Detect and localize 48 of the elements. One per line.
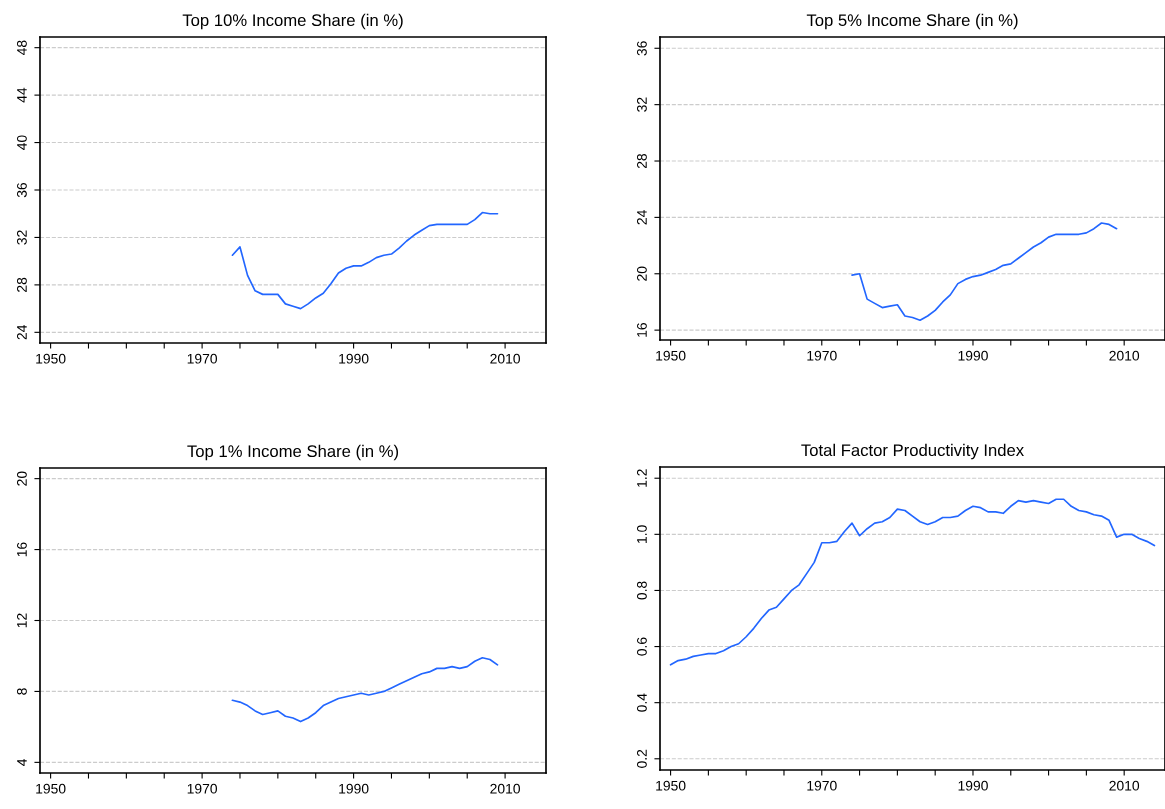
y-tick-label: 1.2 — [637, 469, 647, 487]
x-tick-label: 1970 — [807, 350, 837, 361]
x-tick-label: 2010 — [1109, 780, 1140, 791]
x-tick-label: 1950 — [656, 780, 686, 791]
x-tick-label: 1990 — [339, 783, 369, 794]
x-tick-label: 1950 — [36, 353, 66, 364]
y-tick-label: 36 — [17, 182, 27, 198]
line-series — [231, 211, 499, 310]
y-tick-label: 36 — [637, 41, 647, 56]
y-tick-label: 12 — [17, 613, 27, 628]
y-tick-label: 0.8 — [637, 581, 647, 600]
x-tick-label: 1950 — [36, 783, 66, 794]
x-tick-label: 1950 — [656, 350, 686, 361]
y-tick-label: 32 — [637, 97, 647, 112]
y-tick-label: 4 — [17, 758, 27, 766]
line-series — [851, 222, 1118, 322]
line-series — [231, 656, 499, 723]
line-series — [669, 498, 1156, 666]
chart-title: Total Factor Productivity Index — [801, 443, 1024, 460]
y-tick-label: 8 — [17, 688, 27, 695]
y-tick-label: 28 — [17, 277, 27, 292]
y-tick-label: 32 — [17, 230, 27, 245]
x-tick-label: 1990 — [958, 350, 988, 361]
y-tick-label: 0.4 — [637, 693, 647, 712]
y-tick-label: 24 — [637, 210, 647, 225]
y-tick-label: 0.2 — [637, 749, 647, 768]
y-tick-label: 1.0 — [637, 525, 647, 543]
y-tick-label: 20 — [637, 266, 647, 281]
x-tick-label: 2010 — [490, 353, 520, 364]
y-tick-label: 16 — [637, 323, 647, 337]
y-tick-label: 48 — [17, 40, 27, 56]
y-tick-label: 20 — [17, 471, 27, 486]
y-tick-label: 44 — [17, 87, 27, 103]
x-tick-label: 1990 — [958, 780, 988, 791]
y-tick-label: 40 — [17, 135, 27, 150]
y-tick-label: 24 — [17, 325, 27, 340]
chart-title: Top 5% Income Share (in %) — [806, 13, 1018, 30]
x-tick-label: 1970 — [807, 780, 837, 791]
chart-title: Top 1% Income Share (in %) — [187, 444, 399, 461]
chart-title: Top 10% Income Share (in %) — [182, 13, 403, 30]
y-tick-label: 28 — [637, 153, 647, 169]
x-tick-label: 1990 — [339, 353, 369, 364]
y-tick-label: 16 — [17, 542, 27, 557]
x-tick-label: 1970 — [187, 353, 218, 364]
y-tick-label: 0.6 — [637, 637, 647, 656]
x-tick-label: 1970 — [187, 783, 218, 794]
x-tick-label: 2010 — [1109, 350, 1140, 361]
x-tick-label: 2010 — [490, 783, 520, 794]
